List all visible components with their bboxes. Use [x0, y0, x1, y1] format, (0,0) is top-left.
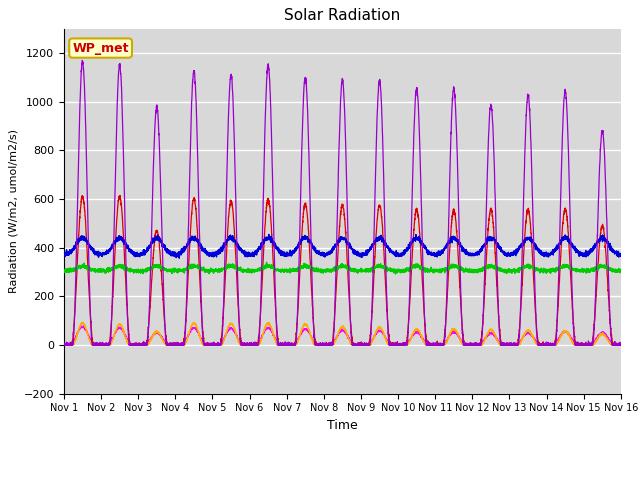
Legend: Shortwave In, Shortwave Out, Longwave In, Longwave Out, PAR in, PAR out: Shortwave In, Shortwave Out, Longwave In… [32, 479, 640, 480]
Text: WP_met: WP_met [72, 42, 129, 55]
Title: Solar Radiation: Solar Radiation [284, 9, 401, 24]
X-axis label: Time: Time [327, 419, 358, 432]
Y-axis label: Radiation (W/m2, umol/m2/s): Radiation (W/m2, umol/m2/s) [8, 129, 18, 293]
